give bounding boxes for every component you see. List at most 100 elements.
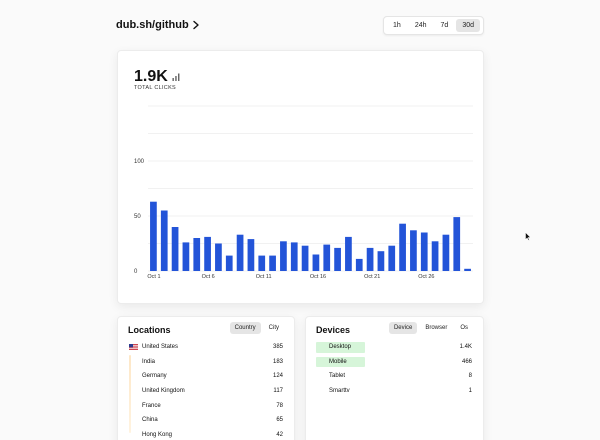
devices-list: Desktop 1.4K Mobile 466 Tablet 8 Smarttv… [316, 340, 473, 398]
tab-country[interactable]: Country [229, 322, 261, 334]
chart-bar[interactable] [453, 217, 461, 271]
page-header: dub.sh/github 1h 24h 7d 30d [116, 16, 484, 35]
chart-bar[interactable] [464, 268, 471, 271]
chart-bar[interactable] [236, 234, 244, 271]
list-item-label: Mobile [329, 358, 347, 365]
list-item-value: 42 [276, 431, 283, 438]
tab-device[interactable]: Device [388, 322, 418, 334]
tab-browser[interactable]: Browser [425, 325, 448, 331]
bar-chart-icon [172, 73, 180, 81]
x-tick-label: Oct 21 [364, 274, 380, 280]
chart-bar[interactable] [204, 236, 211, 271]
list-item[interactable]: Desktop 1.4K [316, 340, 473, 355]
list-item[interactable]: Hong Kong 42 [128, 428, 284, 440]
list-item[interactable]: Mobile 466 [316, 355, 473, 370]
chart-bar[interactable] [225, 255, 233, 271]
list-item-label: United Kingdom [142, 388, 185, 395]
x-tick-label: Oct 6 [202, 274, 215, 280]
list-item-value: 1 [468, 388, 472, 395]
list-item[interactable]: Smarttv 1 [316, 384, 473, 399]
list-item-value: 466 [461, 358, 472, 365]
total-clicks: 1.9K [134, 68, 180, 86]
locations-list: United States 385 India 183 Germany 124 … [128, 340, 284, 440]
list-item-label: France [142, 402, 161, 409]
locations-card: Locations Country City United States 385… [117, 316, 295, 440]
list-item-value: 78 [276, 402, 283, 409]
chart-bar[interactable] [431, 241, 439, 271]
clicks-bar-chart: 0 50 100 Oct 1 Oct 6 Oct 11 Oct 16 Oct 21 Oct 26 [134, 105, 473, 280]
list-item-value: 385 [272, 344, 283, 351]
chart-bar[interactable] [355, 258, 363, 271]
us-flag-icon [129, 344, 138, 350]
tab-city[interactable]: City [268, 325, 279, 331]
list-item-value: 183 [272, 358, 283, 365]
chart-bar[interactable] [150, 201, 157, 271]
range-1h[interactable]: 1h [393, 22, 401, 29]
chart-bar[interactable] [301, 245, 309, 271]
chart-bar[interactable] [193, 238, 201, 271]
list-item-value: 65 [276, 417, 283, 424]
mouse-cursor-icon [525, 232, 531, 241]
total-clicks-label: TOTAL CLICKS [134, 85, 177, 91]
chart-bar[interactable] [410, 230, 417, 271]
chart-bar[interactable] [171, 227, 179, 271]
x-tick-label: Oct 16 [310, 274, 326, 280]
y-tick-label: 100 [134, 159, 145, 165]
chart-bar[interactable] [280, 241, 287, 271]
list-item-label: Smarttv [329, 388, 350, 395]
chart-bar[interactable] [366, 247, 374, 271]
devices-card: Devices Device Browser Os Desktop 1.4K M… [305, 316, 484, 440]
list-item-label: China [142, 417, 158, 424]
tab-os[interactable]: Os [460, 325, 468, 331]
time-range-selector: 1h 24h 7d 30d [383, 16, 484, 35]
chart-bar[interactable] [377, 251, 385, 271]
clicks-chart-card: 1.9K TOTAL CLICKS 0 50 100 Oct 1 Oct 6 Oct 11… [117, 50, 484, 304]
x-tick-label: Oct 11 [256, 274, 272, 280]
chart-bar[interactable] [399, 223, 406, 271]
chart-bar[interactable] [247, 239, 255, 271]
chart-bar[interactable] [290, 242, 298, 271]
chart-bar[interactable] [269, 255, 276, 271]
list-item-label: Desktop [329, 344, 352, 351]
locations-bar-strip [129, 355, 131, 433]
chart-bar[interactable] [215, 243, 222, 272]
list-item-value: 117 [273, 388, 283, 395]
chart-bar[interactable] [334, 247, 341, 271]
locations-tabs: Country City [229, 322, 284, 334]
locations-title: Locations [128, 325, 171, 335]
chart-bar[interactable] [345, 236, 352, 271]
share-bar [316, 356, 365, 368]
devices-tabs: Device Browser Os [388, 322, 473, 334]
chart-bar[interactable] [420, 232, 428, 272]
total-clicks-value: 1.9K [134, 68, 168, 85]
chart-bar[interactable] [312, 254, 320, 272]
chart-bar[interactable] [323, 244, 331, 271]
range-24h[interactable]: 24h [414, 22, 427, 29]
chart-bar[interactable] [258, 255, 266, 271]
chart-bar[interactable] [388, 245, 396, 271]
y-tick-label: 50 [134, 214, 141, 220]
list-item[interactable]: United States 385 [128, 340, 284, 355]
list-item[interactable]: France 78 [128, 398, 284, 413]
chart-bar[interactable] [182, 242, 190, 271]
list-item-label: Hong Kong [142, 431, 173, 438]
list-item[interactable]: United Kingdom 117 [128, 384, 284, 399]
list-item[interactable]: India 183 [128, 355, 284, 370]
x-tick-label: Oct 1 [147, 274, 160, 280]
chart-bar[interactable] [442, 234, 450, 271]
breadcrumb[interactable]: dub.sh/github [116, 19, 200, 31]
x-tick-label: Oct 26 [418, 274, 434, 280]
chevron-right-icon [193, 20, 199, 30]
y-tick-label: 0 [134, 269, 138, 275]
list-item[interactable]: Germany 124 [128, 369, 284, 384]
range-7d[interactable]: 7d [440, 22, 449, 29]
list-item[interactable]: China 65 [128, 413, 284, 428]
share-bar [316, 342, 365, 353]
breadcrumb-link[interactable]: dub.sh/github [116, 19, 189, 31]
list-item-label: India [142, 358, 156, 365]
list-item[interactable]: Tablet 8 [316, 369, 473, 384]
list-item-label: Germany [142, 373, 167, 380]
chart-bar[interactable] [160, 210, 168, 272]
list-item-value: 8 [468, 373, 472, 380]
range-30d[interactable]: 30d [456, 19, 480, 32]
